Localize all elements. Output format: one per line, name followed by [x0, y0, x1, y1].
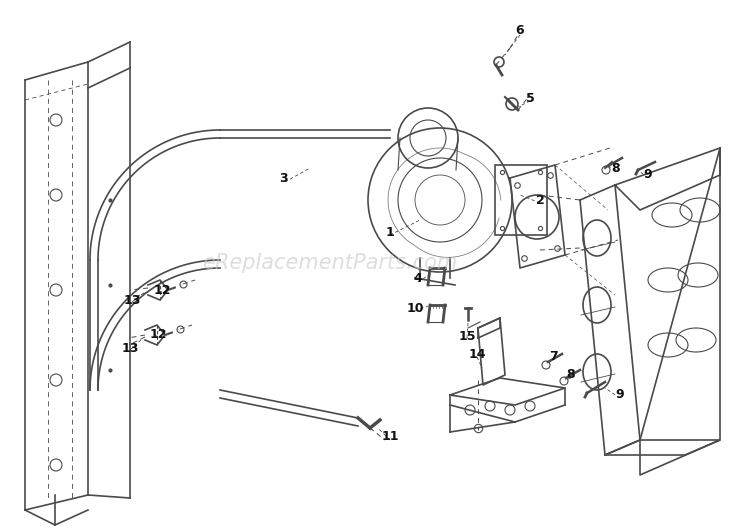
Text: 3: 3 [279, 171, 287, 185]
Text: 5: 5 [526, 92, 534, 104]
Text: 7: 7 [550, 350, 558, 362]
Text: 1: 1 [386, 226, 394, 238]
Text: 2: 2 [536, 194, 544, 206]
Text: 12: 12 [149, 328, 166, 342]
Text: 14: 14 [468, 348, 486, 362]
Text: 13: 13 [123, 294, 141, 306]
Text: 6: 6 [516, 23, 524, 37]
Text: 8: 8 [612, 162, 620, 174]
Text: 9: 9 [644, 169, 652, 181]
Text: eReplacementParts.com: eReplacementParts.com [202, 253, 458, 273]
Text: 10: 10 [406, 302, 424, 314]
Text: 11: 11 [381, 430, 399, 444]
Text: 15: 15 [458, 329, 476, 343]
Text: 8: 8 [567, 369, 575, 381]
Text: 13: 13 [122, 342, 139, 354]
Text: 9: 9 [616, 388, 624, 402]
Text: 4: 4 [414, 271, 422, 285]
Text: 12: 12 [153, 284, 171, 296]
